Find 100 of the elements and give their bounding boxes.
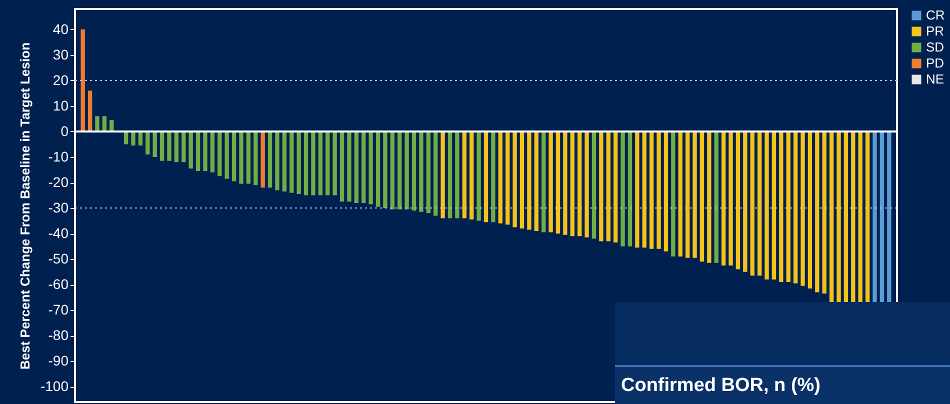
bar [224,131,229,179]
bar [527,131,532,230]
bar [152,131,157,158]
bar [368,131,373,204]
bar [491,131,496,222]
bar [455,131,460,218]
bar [376,131,380,207]
y-tick-label: -100 [40,378,69,394]
bar [520,131,524,228]
y-axis-title: Best Percent Change From Baseline in Target Lesion [17,42,32,370]
bar [642,131,646,248]
y-tick-label: 30 [52,46,69,62]
bar [318,131,323,196]
bar [476,131,481,221]
bar [671,131,676,257]
bar [88,90,92,132]
bar [887,131,892,302]
bar [260,131,265,188]
bar [534,131,538,232]
bar [196,131,200,172]
bar [498,131,502,224]
bar [404,131,409,210]
y-tick-label: -30 [48,200,69,216]
bar [80,29,85,132]
bar [656,131,661,249]
y-tick-label: -60 [48,276,69,292]
bar [872,131,877,302]
bar [390,131,394,210]
bar [203,131,208,172]
bar [182,131,186,162]
bar [664,131,668,252]
annotation: Confirmed BOR, n (%) [621,375,820,397]
bar [102,116,107,132]
bar [210,131,215,172]
bar [542,131,546,232]
bar [419,131,424,212]
bar [146,131,150,154]
bar [757,131,762,276]
bar [800,131,805,286]
bar [548,131,553,232]
bar [239,131,244,184]
bar [578,131,582,236]
legend-label: SD [926,40,944,54]
bar [606,131,610,242]
bar [440,131,445,218]
y-tick-label: 10 [52,97,69,114]
bar [311,131,316,196]
y-tick-label: 40 [52,20,69,37]
y-tick-label: -20 [48,174,69,190]
bar [246,131,251,184]
bar [592,131,596,239]
bar [347,131,352,202]
bar [556,131,560,234]
bar [462,131,466,218]
bar [858,131,862,302]
bar [254,131,258,186]
bar [282,131,287,192]
bar [714,131,718,263]
bar [707,131,712,263]
bar [448,131,452,218]
bar [736,131,740,270]
bar [383,131,388,208]
bar [599,131,604,242]
bar [685,131,690,258]
bar [95,116,100,132]
bar [160,131,164,161]
bar [793,131,798,284]
bar [326,131,330,196]
bar [750,131,754,276]
bar [743,131,748,272]
bar [470,131,474,220]
bar [304,131,308,196]
bar [340,131,344,202]
bar [728,131,733,266]
y-tick-label: 20 [52,72,69,88]
bar [218,131,222,176]
legend-label: PR [926,24,944,38]
legend-label: CR [926,8,945,22]
bar [628,131,632,246]
bar [786,131,790,282]
bar [692,131,697,258]
y-tick-label: -70 [48,302,69,318]
bar [275,131,280,190]
y-tick-label: -50 [48,250,69,267]
bar [434,131,438,216]
bar [232,131,236,182]
y-tick-label: -80 [48,327,69,344]
y-tick-label: -90 [48,352,69,369]
bar [844,131,848,302]
bar [829,131,834,302]
bar [484,131,488,222]
legend-label: PD [926,56,944,70]
bar [584,131,589,238]
bar [613,131,618,243]
bar [332,131,337,196]
bar [290,131,294,193]
bar [700,131,704,262]
bar [512,131,517,228]
y-tick-label: -10 [48,148,69,165]
bar [620,131,625,246]
